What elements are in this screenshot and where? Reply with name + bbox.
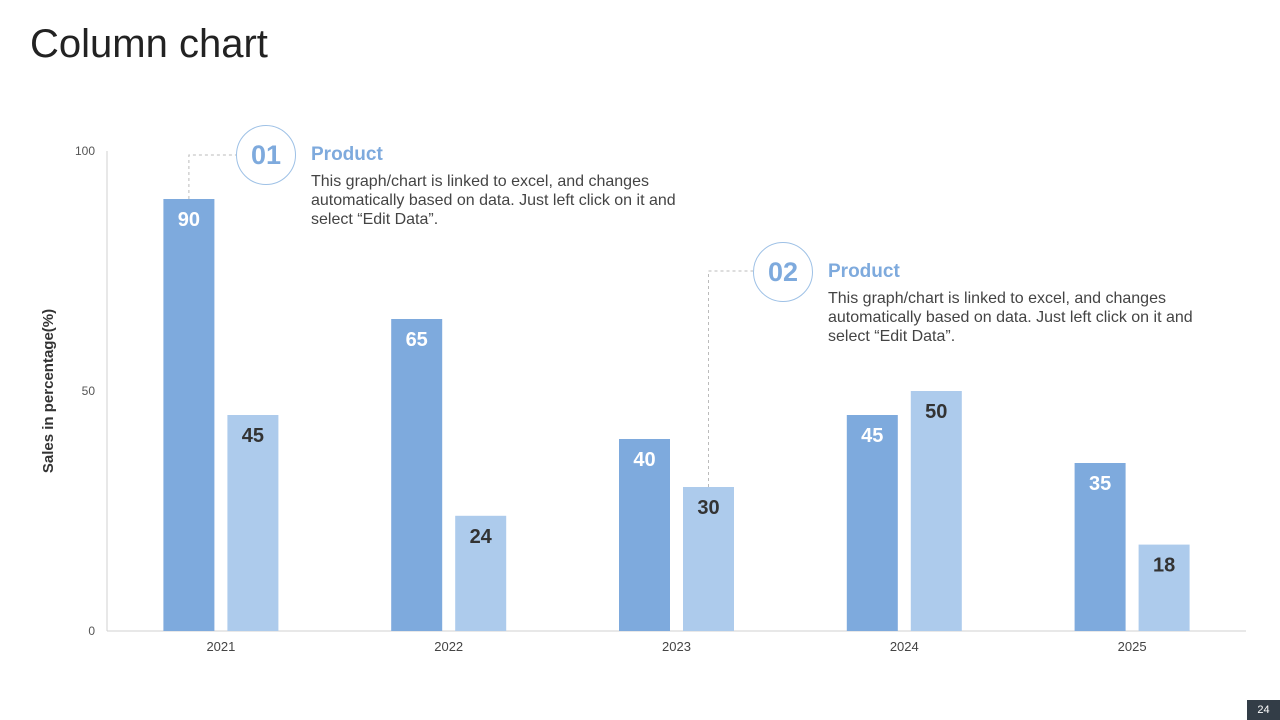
x-tick-label: 2022 (434, 639, 463, 654)
bar-2024-series1 (846, 415, 898, 631)
data-label: 50 (925, 401, 947, 423)
y-tick-label: 50 (82, 384, 96, 398)
callout-heading: Product (828, 261, 900, 282)
callout-02-connector (708, 270, 753, 487)
callout-01-connector (188, 154, 236, 199)
x-tick-label: 2024 (890, 639, 919, 654)
bar-2023-series1 (619, 439, 670, 631)
data-label: 65 (406, 329, 428, 351)
callout-number-badge: 01 (236, 125, 296, 185)
data-label: 35 (1089, 473, 1111, 495)
data-label: 45 (861, 425, 883, 447)
x-tick-label: 2021 (206, 639, 235, 654)
callout-description: This graph/chart is linked to excel, and… (311, 173, 676, 228)
bar-2025-series1 (1074, 463, 1126, 631)
bar-2022-series1 (391, 319, 443, 631)
y-tick-label: 0 (88, 624, 95, 638)
bar-2022-series2 (455, 515, 507, 631)
data-label: 24 (470, 526, 493, 548)
data-label: 30 (697, 497, 719, 519)
callout-description: This graph/chart is linked to excel, and… (828, 290, 1193, 345)
x-tick-label: 2025 (1118, 639, 1147, 654)
page-number: 24 (1247, 700, 1280, 720)
data-label: 18 (1153, 555, 1175, 577)
x-tick-label: 2023 (662, 639, 691, 654)
callout-number-badge: 02 (753, 242, 813, 302)
bar-2021-series1 (163, 199, 215, 631)
bar-2024-series2 (910, 391, 962, 631)
data-label: 45 (242, 425, 264, 447)
data-label: 40 (633, 449, 655, 471)
bar-2025-series2 (1138, 544, 1190, 631)
bar-2021-series2 (227, 415, 279, 631)
slide-title: Column chart (30, 22, 268, 66)
data-label: 90 (178, 209, 200, 231)
callout-heading: Product (311, 144, 383, 165)
bar-2023-series2 (683, 487, 734, 631)
y-axis-title: Sales in percentage(%) (40, 309, 57, 473)
y-tick-label: 100 (75, 144, 95, 158)
